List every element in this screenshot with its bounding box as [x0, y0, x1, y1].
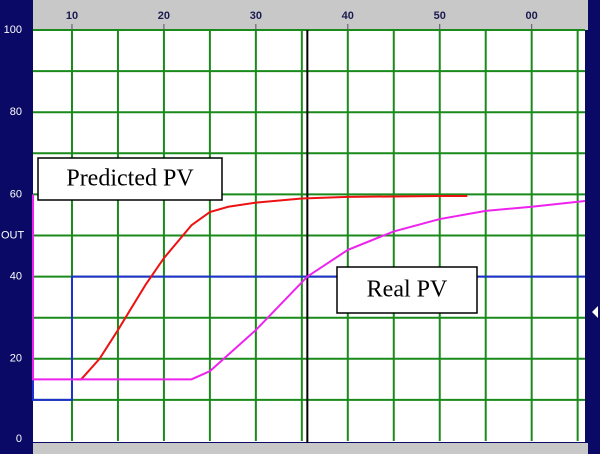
y-tick-label: 100: [4, 24, 22, 36]
time-strip: [33, 0, 588, 30]
scroll-strip: [33, 443, 588, 454]
annotation: Predicted PV: [66, 166, 194, 192]
annotation: Real PV: [367, 277, 448, 303]
annotation-box: [336, 266, 478, 314]
y-tick-label: 40: [10, 271, 22, 283]
x-tick-label: 50: [434, 10, 446, 22]
y-tick-label: 20: [10, 353, 22, 365]
series-line: [75, 195, 468, 381]
x-tick-label: 30: [250, 10, 262, 22]
scroll-arrow[interactable]: [592, 306, 598, 318]
y-tick-label: 0: [16, 433, 22, 445]
annotation-box: [37, 157, 223, 201]
x-tick-label: 40: [342, 10, 354, 22]
x-tick-label: 10: [66, 10, 78, 22]
x-tick-label: 20: [158, 10, 170, 22]
y-tick-label: 60: [10, 188, 22, 200]
x-tick-label: 00: [526, 10, 538, 22]
y-axis-label: OUT: [1, 229, 25, 241]
series-line: [32, 194, 586, 381]
y-tick-label: 80: [10, 106, 22, 118]
series: [32, 194, 586, 401]
